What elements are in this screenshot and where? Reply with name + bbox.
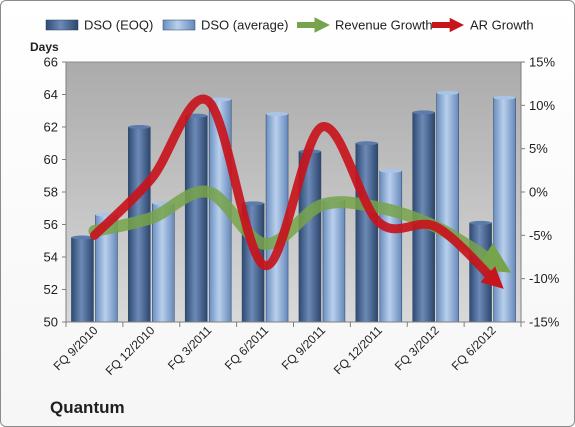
y-tick-label: 50 [44, 315, 58, 330]
y2-tick-label: 0% [529, 185, 548, 200]
line-ar-growth [89, 94, 504, 289]
bar-dso-eoq-2 [184, 115, 208, 323]
y-tick-label: 66 [44, 55, 58, 70]
y2-tick-label: 5% [529, 141, 548, 156]
legend-label-dso-eoq: DSO (EOQ) [84, 18, 153, 33]
bar-cap-dso-average-2 [209, 97, 232, 102]
legend-label-revenue-growth: Revenue Growth [335, 18, 433, 33]
y2-tick-label: 15% [529, 55, 555, 70]
x-tick-label: FQ 3/2012 [392, 323, 442, 373]
y-axis-label: Days [30, 40, 59, 54]
chart-title: Quantum [50, 398, 125, 417]
x-tick-label: FQ 9/2011 [279, 323, 329, 373]
y-tick-label: 64 [44, 87, 58, 102]
legend-swatch-dso-average [162, 19, 196, 31]
y-tick-label: 56 [44, 217, 58, 232]
legend-label-dso-average: DSO (average) [201, 18, 288, 33]
x-tick-label: FQ 9/2010 [51, 323, 101, 373]
bar-cap-dso-eoq-0 [71, 235, 94, 240]
bar-dso-average-7 [493, 97, 516, 323]
y-tick-label: 62 [44, 120, 58, 135]
y-tick-label: 52 [44, 282, 58, 297]
bar-dso-average-6 [436, 92, 459, 323]
bar-cap-dso-eoq-1 [128, 125, 151, 129]
bar-cap-dso-average-6 [436, 90, 459, 95]
x-tick-label: FQ 12/2010 [103, 323, 158, 378]
growth-lines [88, 94, 512, 289]
legend-swatch-dso-eoq [45, 19, 79, 31]
x-tick-label: FQ 12/2011 [331, 323, 385, 377]
bar-dso-average-4 [322, 199, 346, 323]
bar-cap-dso-average-3 [266, 112, 289, 116]
bar-cap-dso-eoq-7 [469, 220, 492, 225]
y2-tick-label: -5% [529, 228, 553, 243]
bar-dso-eoq-0 [71, 237, 94, 323]
bar-cap-dso-eoq-3 [242, 201, 265, 206]
bar-dso-average-5 [379, 170, 403, 323]
y2-tick-label: 10% [529, 98, 555, 113]
bar-cap-dso-average-7 [493, 95, 516, 100]
y-tick-label: 60 [44, 152, 58, 167]
x-tick-label: FQ 6/2011 [222, 323, 272, 373]
bar-cap-dso-average-5 [379, 168, 402, 173]
legend-label-ar-growth: AR Growth [470, 18, 534, 33]
bar-cap-dso-eoq-6 [412, 110, 435, 115]
legend: DSO (EOQ) DSO (average) Revenue Growth AR G… [45, 17, 534, 33]
y2-tick-label: -10% [529, 271, 560, 286]
y-tick-label: 54 [44, 250, 58, 265]
bar-dso-eoq-5 [355, 143, 379, 323]
bar-cap-dso-eoq-5 [355, 141, 378, 146]
x-tick-label: FQ 6/2012 [449, 323, 499, 373]
y2-tick-label: -15% [529, 315, 560, 330]
y-tick-label: 58 [44, 185, 58, 200]
x-tick-label: FQ 3/2011 [165, 323, 215, 373]
